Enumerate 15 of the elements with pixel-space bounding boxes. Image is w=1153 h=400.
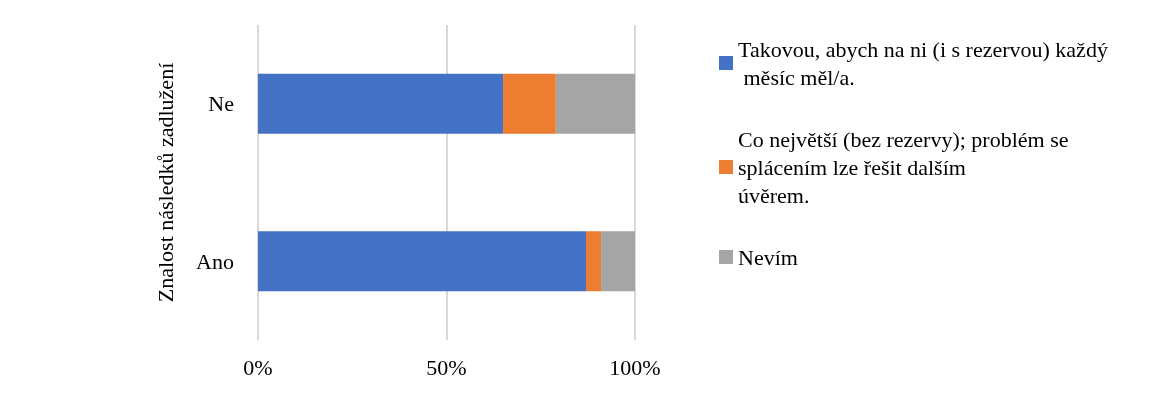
y-tick-label: Ano [196, 248, 234, 274]
legend-label: Nevím [738, 244, 798, 270]
bar [585, 231, 602, 292]
x-tick-label: 50% [426, 354, 467, 380]
legend-label: Takovou, abych na ni (i s rezervou) každý měsíc měl/a. [738, 36, 1108, 90]
x-tick-label: 100% [609, 354, 661, 380]
bar [258, 231, 586, 292]
legend-label: Co největší (bez rezervy); problém se splácením lze řešit dalším úvěrem. [738, 126, 1074, 208]
bar [258, 73, 504, 134]
y-tick-label: Ne [208, 91, 234, 117]
bar [555, 73, 635, 134]
x-tick-label: 0% [243, 354, 273, 380]
bar [601, 231, 635, 292]
bar [503, 73, 556, 134]
y-axis-title: Znalost následků zadlužení [152, 62, 178, 303]
